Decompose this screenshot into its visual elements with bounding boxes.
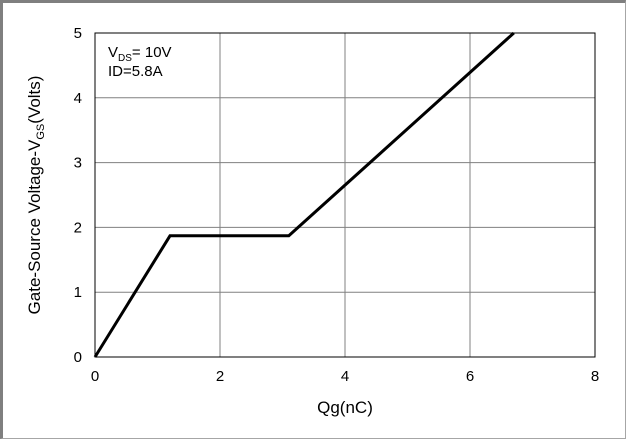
y-axis-title: Gate-Source Voltage-VGS(Volts) [25,76,47,315]
annotation-vds-suffix: = 10V [132,44,172,61]
annotation-vds-prefix: V [108,44,118,61]
y-axis-title-suffix: (Volts) [25,76,44,124]
y-tick-labels: 0 1 2 3 4 5 [74,25,82,366]
y-tick-label-3: 3 [74,155,82,172]
x-tick-label-1: 2 [216,368,224,385]
plot-border [94,32,596,358]
annotation-vds: VDS= 10V [108,44,172,64]
y-tick-label-0: 0 [74,349,82,366]
x-tick-labels: 0 2 4 6 8 [91,368,599,385]
series-line-0 [93,31,515,358]
y-axis-title-subscript: GS [35,124,47,140]
y-axis-title-prefix: Gate-Source Voltage-V [25,139,44,314]
annotation-vds-subscript: DS [118,53,132,64]
x-tick-label-4: 8 [591,368,599,385]
x-tick-label-3: 6 [466,368,474,385]
annotation-id: ID=5.8A [108,63,163,80]
series-group [93,31,515,358]
y-tick-label-4: 4 [74,90,82,107]
x-axis-title: Qg(nC) [317,398,373,417]
y-tick-label-1: 1 [74,284,82,301]
y-tick-label-2: 2 [74,219,82,236]
y-tick-label-5: 5 [74,25,82,42]
x-tick-label-0: 0 [91,368,99,385]
x-tick-label-2: 4 [341,368,349,385]
